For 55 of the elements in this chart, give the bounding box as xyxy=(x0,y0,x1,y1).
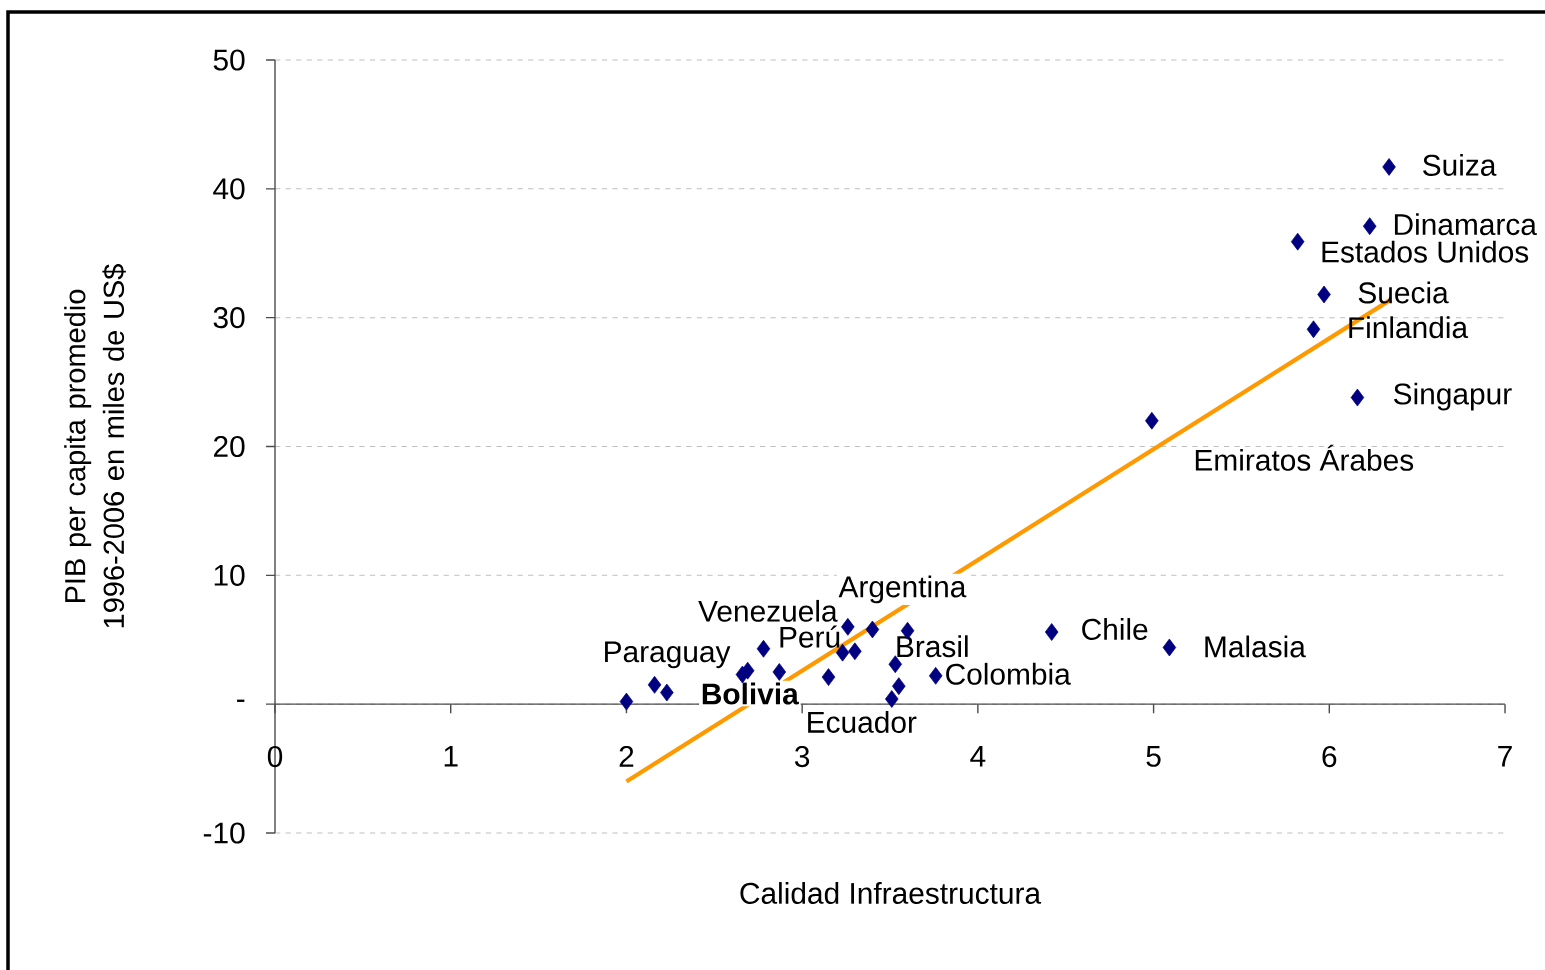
y-tick-label: 50 xyxy=(213,49,245,71)
point xyxy=(1350,388,1365,407)
annotation: Emiratos Árabes xyxy=(1195,444,1414,471)
point xyxy=(619,692,634,711)
x-tick-label: 3 xyxy=(794,745,810,768)
y-tick-label: 20 xyxy=(213,435,245,458)
point xyxy=(1362,217,1377,236)
point xyxy=(885,690,899,708)
point xyxy=(928,666,943,685)
x-tick-label: 1 xyxy=(444,745,458,767)
x-tick-label: 0 xyxy=(267,745,283,768)
point xyxy=(756,639,771,658)
point xyxy=(841,618,855,636)
x-tick-label: 5 xyxy=(1146,745,1161,767)
point xyxy=(1306,320,1321,339)
point xyxy=(1382,158,1396,176)
y-tick-label: -10 xyxy=(203,822,245,844)
point xyxy=(1145,411,1159,430)
annotation: Paraguay xyxy=(605,641,731,669)
annotation: Bolivia xyxy=(702,682,799,705)
annotation: Suecia xyxy=(1358,281,1449,304)
annotation: Estados Unidos xyxy=(1322,240,1529,263)
annotation: Chile xyxy=(1082,618,1148,640)
point xyxy=(892,677,906,695)
point xyxy=(1317,285,1331,304)
x-tick-label: 2 xyxy=(619,745,634,767)
point xyxy=(865,620,880,639)
annotation: Ecuador xyxy=(808,711,917,733)
x-tick-label: 4 xyxy=(970,745,986,767)
y-tick-label: - xyxy=(237,699,245,702)
x-tick-label: 7 xyxy=(1498,745,1512,767)
x-tick-label: 6 xyxy=(1322,745,1337,768)
annotation: Suiza xyxy=(1423,153,1497,176)
point xyxy=(848,642,862,661)
y-tick-label: 10 xyxy=(214,564,245,586)
annotation: Brasil xyxy=(897,635,968,658)
annotation: Perú xyxy=(780,625,840,648)
annotation: Argentina xyxy=(838,575,967,604)
y-tick-label: 30 xyxy=(213,307,245,329)
annotation: Singapur xyxy=(1393,382,1512,411)
annotation: Finlandia xyxy=(1349,316,1469,339)
y-tick-label: 40 xyxy=(213,178,245,200)
point xyxy=(1162,638,1177,657)
annotation: Venezuela xyxy=(698,599,838,622)
x-axis-title: Calidad Infraestructura xyxy=(740,882,1042,904)
point xyxy=(772,663,787,681)
annotation: Malasia xyxy=(1205,635,1306,658)
y-axis-title: PIB per capita promedio 1996-2006 en miles de US$ xyxy=(64,264,126,628)
annotation: Colombia xyxy=(946,662,1071,685)
point xyxy=(821,668,836,686)
point xyxy=(647,675,662,694)
point xyxy=(1044,623,1059,641)
annotation: Dinamarca xyxy=(1394,213,1537,236)
point xyxy=(1290,232,1305,251)
point xyxy=(660,683,674,702)
